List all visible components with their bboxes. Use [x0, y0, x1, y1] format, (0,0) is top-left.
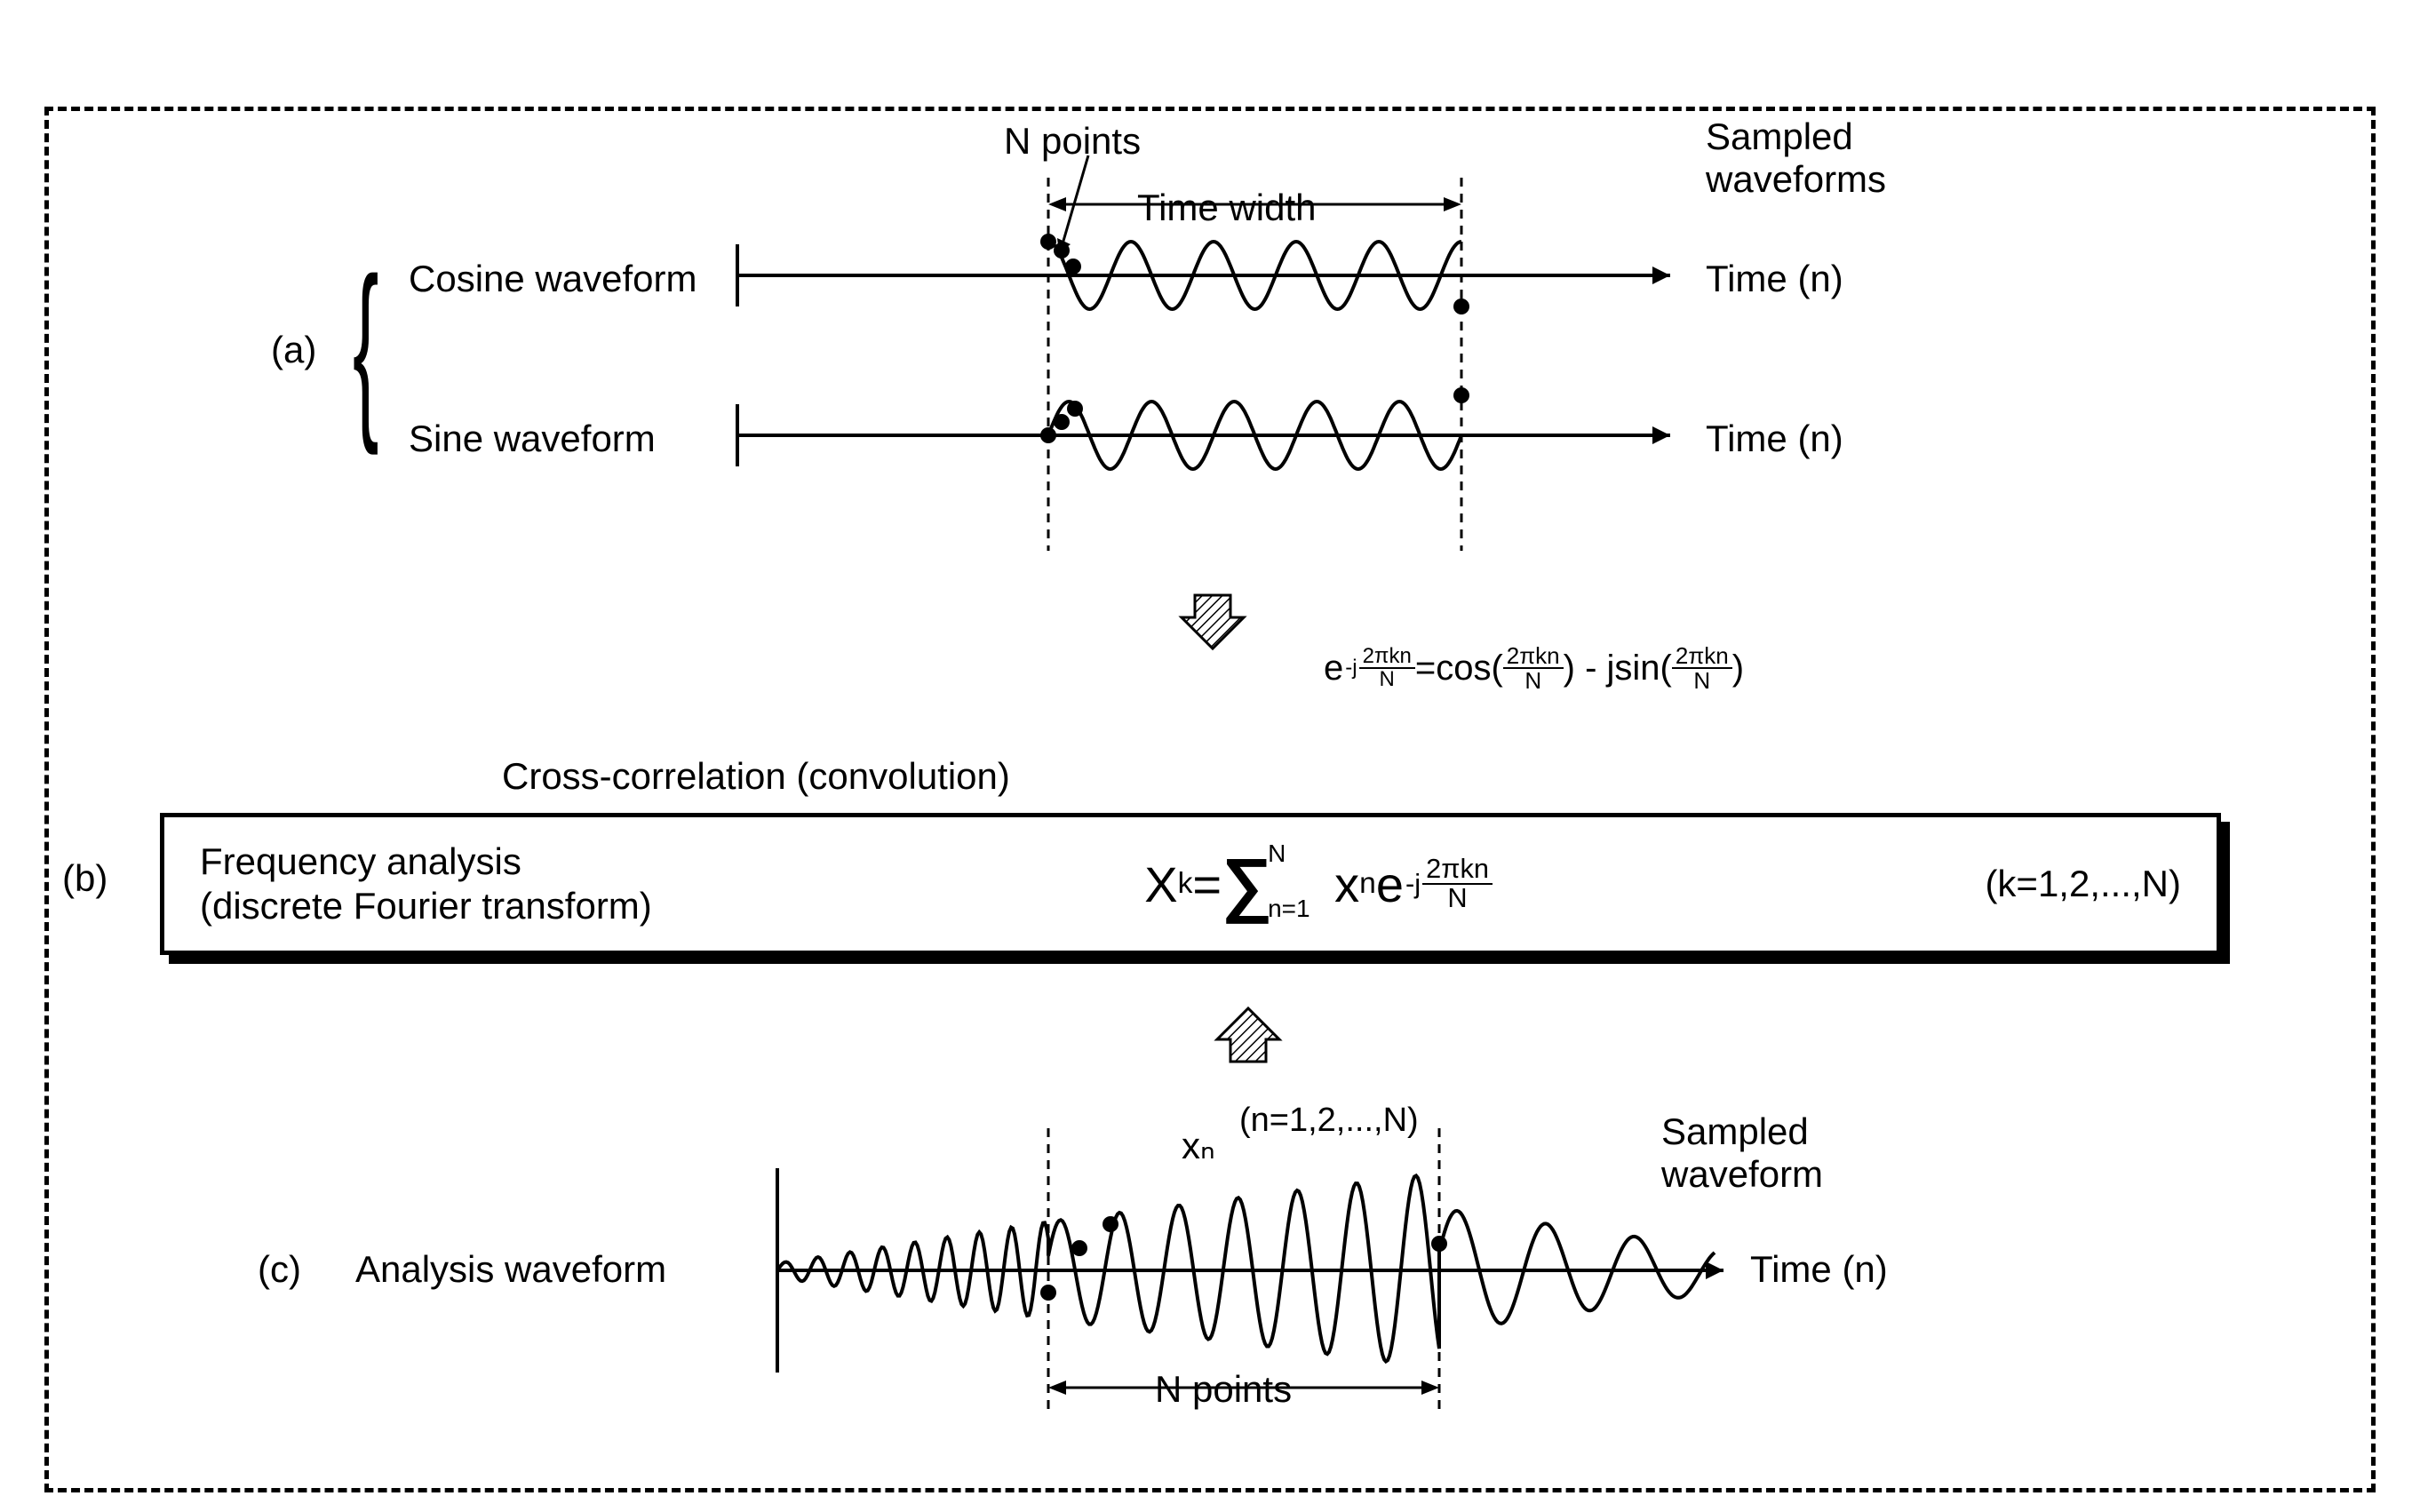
section-c-svg: [0, 0, 2420, 1512]
